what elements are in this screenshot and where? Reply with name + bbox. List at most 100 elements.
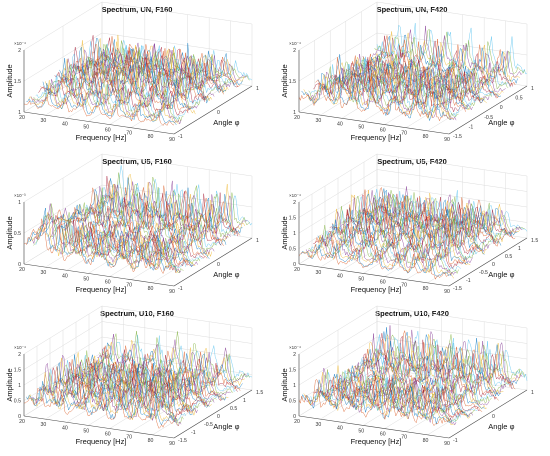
trace-group — [23, 34, 253, 126]
spectrum-trace — [26, 381, 177, 426]
trace-group — [23, 165, 253, 275]
z-tick-label: 2 — [18, 48, 21, 54]
z-tick-label: 2 — [18, 352, 21, 358]
chart-panel-u10-f420: Spectrum, U10, F420 20 30 40 50 60 70 80 90 Frequ… — [275, 304, 550, 456]
x-axis-label: Frequency [Hz] — [76, 133, 127, 142]
z-tick-label: 0 — [18, 262, 21, 268]
y-axis-line — [173, 389, 253, 439]
y-tick-label: -1 — [469, 124, 474, 130]
spectrum-trace — [369, 31, 520, 82]
spectrum-trace — [343, 357, 494, 402]
y-tick-label: 0 — [492, 414, 495, 420]
y-tick-label: -1 — [466, 278, 471, 284]
x-tick-label: 20 — [294, 267, 300, 273]
spectrum-trace — [367, 327, 518, 386]
spectrum-trace — [94, 340, 245, 387]
z-tick-label: 0 — [293, 262, 296, 268]
z-tick-label: 0 — [18, 414, 21, 420]
y-axis-label: Angle φ — [488, 422, 514, 431]
spectrum-trace — [298, 75, 450, 122]
spectrum-trace — [341, 363, 492, 405]
spectrum-trace — [346, 353, 497, 400]
x-tick-label: 20 — [19, 419, 25, 425]
spectrum-trace — [320, 208, 471, 266]
x-tick-label: 90 — [169, 289, 175, 295]
spectrum-trace — [367, 34, 518, 84]
chart-title: Spectrum, UN, F160 — [102, 5, 173, 14]
z-tick-label: 0.5 — [289, 399, 296, 405]
spectrum-trace — [305, 367, 457, 426]
spectrum-trace — [61, 40, 212, 102]
x-tick-label: 90 — [169, 137, 175, 143]
spectrum-trace — [87, 176, 239, 237]
x-tick-label: 60 — [105, 128, 111, 134]
y-axis-line — [448, 389, 528, 439]
spectrum-trace — [339, 359, 490, 406]
spectrum-trace — [71, 35, 222, 91]
x-tick-label: 40 — [62, 425, 68, 431]
chart-svg: Spectrum, U5, F160 20 30 40 50 60 70 80 90 Freque… — [5, 153, 259, 295]
spectrum-trace — [23, 93, 175, 126]
spectrum-trace — [38, 213, 189, 267]
x-tick-label: 80 — [423, 438, 429, 444]
axes — [298, 50, 528, 135]
spectrum-trace — [35, 369, 187, 422]
x-tick-label: 40 — [337, 273, 343, 279]
z-tick-label: 1.5 — [289, 79, 296, 85]
z-tick-label: 2 — [293, 48, 296, 54]
z-exponent-label: ×10⁻⁴ — [289, 345, 301, 350]
y-tick-label: -1.5 — [453, 286, 462, 292]
z-tick-label: 0 — [293, 414, 296, 420]
y-tick-label: -1 — [178, 134, 183, 140]
x-tick-label: 20 — [19, 267, 25, 273]
axes — [23, 354, 253, 439]
spectrum-trace — [338, 53, 490, 102]
grid-line — [406, 79, 485, 128]
x-tick-label: 30 — [316, 422, 322, 428]
spectrum-trace — [362, 333, 513, 390]
z-axis-label: Amplitude — [5, 368, 14, 401]
y-axis-line — [173, 85, 253, 135]
y-axis-line — [448, 85, 528, 135]
spectrum-trace — [358, 344, 509, 392]
grid-line — [45, 218, 124, 268]
y-tick-label: -1 — [191, 430, 196, 436]
z-tick-label: 1 — [18, 383, 21, 389]
grid-line — [384, 380, 463, 429]
spectrum-trace — [38, 367, 189, 421]
chart-svg: Spectrum, U10, F1602030405060708090Frequ… — [5, 305, 263, 447]
chart-svg: Spectrum, UN, F1602030405060708090Freque… — [5, 1, 259, 143]
chart-title: Spectrum, U5, F160 — [102, 157, 172, 166]
y-tick-label: 0 — [217, 414, 220, 420]
spectrum-trace — [28, 372, 179, 427]
spectrum-trace — [45, 214, 196, 266]
spectrum-trace — [310, 63, 462, 117]
x-tick-label: 80 — [423, 134, 429, 140]
y-tick-label: 1 — [256, 86, 259, 92]
y-axis-label: Angle φ — [213, 270, 239, 279]
x-tick-label: 30 — [41, 118, 47, 124]
axes — [23, 50, 253, 135]
spectrum-trace — [73, 44, 224, 95]
y-axis-label: Angle φ — [488, 270, 514, 279]
spectrum-trace — [45, 357, 196, 416]
y-tick-label: -1 — [178, 286, 183, 292]
z-exponent-label: ×10⁻⁴ — [14, 41, 26, 46]
x-tick-label: 80 — [148, 134, 154, 140]
x-tick-label: 20 — [294, 115, 300, 121]
x-tick-label: 80 — [423, 286, 429, 292]
chart-title: Spectrum, U10, F420 — [375, 309, 449, 318]
z-tick-label: 1.5 — [289, 368, 296, 374]
x-axis-label: Frequency [Hz] — [76, 437, 127, 446]
spectrum-trace — [355, 190, 506, 243]
spectrum-trace — [49, 58, 201, 108]
y-tick-label: 0 — [217, 262, 220, 268]
x-tick-label: 20 — [294, 419, 300, 425]
y-axis-line — [448, 237, 528, 287]
spectrum-trace — [303, 235, 454, 279]
x-axis-line — [23, 263, 175, 287]
z-tick-label: 0.5 — [14, 399, 21, 405]
x-tick-label: 50 — [83, 124, 89, 130]
spectrum-trace — [94, 173, 246, 232]
spectrum-trace — [322, 373, 473, 418]
